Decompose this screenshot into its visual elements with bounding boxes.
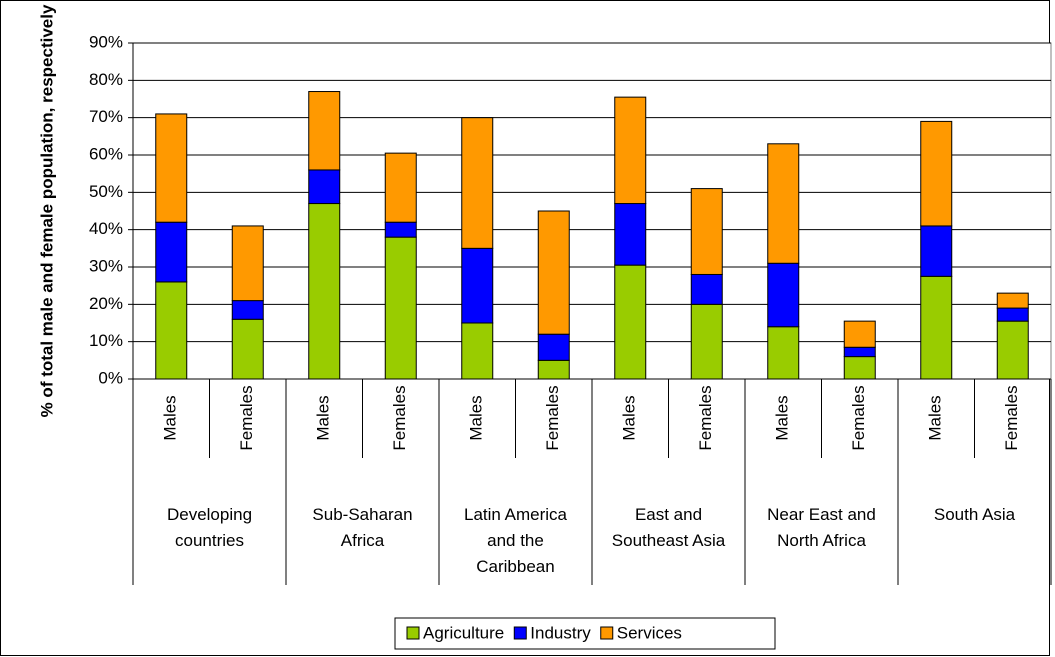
bar-segment bbox=[231, 225, 264, 302]
bar-segment bbox=[537, 359, 570, 380]
bar-segment bbox=[767, 143, 800, 264]
legend-swatch bbox=[600, 626, 614, 640]
x-tick-label: Females bbox=[237, 385, 256, 450]
x-tick-label: Females bbox=[390, 385, 409, 450]
legend-label: Agriculture bbox=[423, 623, 504, 642]
bar-segment bbox=[920, 225, 953, 277]
bar-segment bbox=[461, 117, 494, 249]
x-tick-label: Females bbox=[849, 385, 868, 450]
bar-segment bbox=[155, 113, 188, 223]
x-tick-label: Females bbox=[543, 385, 562, 450]
group-label: Sub-Saharan Africa bbox=[312, 505, 413, 550]
x-tick-label: Males bbox=[620, 395, 639, 440]
y-tick-label: 30% bbox=[89, 256, 123, 275]
bar-segment bbox=[231, 318, 264, 380]
bar-segment bbox=[843, 320, 876, 348]
bar-segment bbox=[690, 303, 723, 380]
bar-segment bbox=[996, 320, 1029, 380]
bar-segment bbox=[843, 356, 876, 380]
bar-segment bbox=[308, 203, 341, 380]
plot-area bbox=[132, 42, 1052, 380]
y-tick-label: 20% bbox=[89, 294, 123, 313]
bar-segment bbox=[690, 273, 723, 305]
bar-segment bbox=[155, 221, 188, 283]
legend-swatch bbox=[513, 626, 527, 640]
bar-segment bbox=[537, 210, 570, 335]
bar-segment bbox=[996, 307, 1029, 322]
group-label: East and Southeast Asia bbox=[611, 505, 726, 550]
bar-segment bbox=[767, 326, 800, 380]
bar-segment bbox=[920, 275, 953, 380]
y-tick-label: 10% bbox=[89, 331, 123, 350]
bar-segment bbox=[996, 292, 1029, 309]
bar-segment bbox=[231, 300, 264, 320]
bar-segment bbox=[920, 120, 953, 227]
bar-segment bbox=[614, 96, 647, 205]
bar-segment bbox=[384, 236, 417, 380]
y-axis-label: % of total male and female population, r… bbox=[37, 4, 56, 417]
legend-box bbox=[394, 617, 776, 650]
bar-segment bbox=[537, 333, 570, 361]
legend-label: Industry bbox=[530, 623, 591, 642]
group-label: Near East and North Africa bbox=[767, 505, 876, 550]
bar-segment bbox=[461, 322, 494, 380]
y-tick-label: 90% bbox=[89, 32, 123, 51]
y-tick-label: 50% bbox=[89, 182, 123, 201]
legend-label: Services bbox=[617, 623, 682, 642]
x-tick-label: Males bbox=[161, 395, 180, 440]
bar-segment bbox=[384, 221, 417, 238]
x-tick-label: Females bbox=[696, 385, 715, 450]
bar-segment bbox=[461, 247, 494, 324]
bar-segment bbox=[308, 169, 341, 205]
y-tick-label: 0% bbox=[98, 368, 123, 387]
bar-segment bbox=[843, 346, 876, 358]
bar-segment bbox=[614, 203, 647, 266]
legend-swatch bbox=[406, 626, 420, 640]
x-tick-label: Males bbox=[773, 395, 792, 440]
x-tick-label: Males bbox=[467, 395, 486, 440]
x-tick-label: Females bbox=[1002, 385, 1021, 450]
bar-segment bbox=[690, 188, 723, 275]
group-label: Latin America and the Caribbean bbox=[464, 505, 567, 576]
bar-segment bbox=[308, 91, 341, 171]
y-tick-label: 80% bbox=[89, 70, 123, 89]
x-tick-label: Males bbox=[314, 395, 333, 440]
group-label: South Asia bbox=[933, 505, 1016, 524]
x-tick-label: Males bbox=[926, 395, 945, 440]
bar-segment bbox=[614, 264, 647, 380]
group-label: Developing countries bbox=[166, 505, 253, 550]
bar-segment bbox=[384, 152, 417, 223]
bar-segment bbox=[155, 281, 188, 380]
y-tick-label: 60% bbox=[89, 144, 123, 163]
y-tick-label: 70% bbox=[89, 107, 123, 126]
bar-segment bbox=[767, 262, 800, 328]
y-tick-label: 40% bbox=[89, 219, 123, 238]
